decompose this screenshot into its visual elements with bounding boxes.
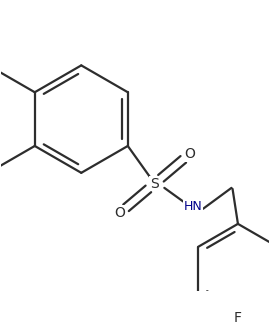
Text: F: F: [234, 311, 242, 322]
Text: O: O: [114, 206, 125, 220]
Text: HN: HN: [184, 200, 203, 213]
Text: O: O: [184, 147, 195, 161]
Text: S: S: [150, 176, 159, 191]
